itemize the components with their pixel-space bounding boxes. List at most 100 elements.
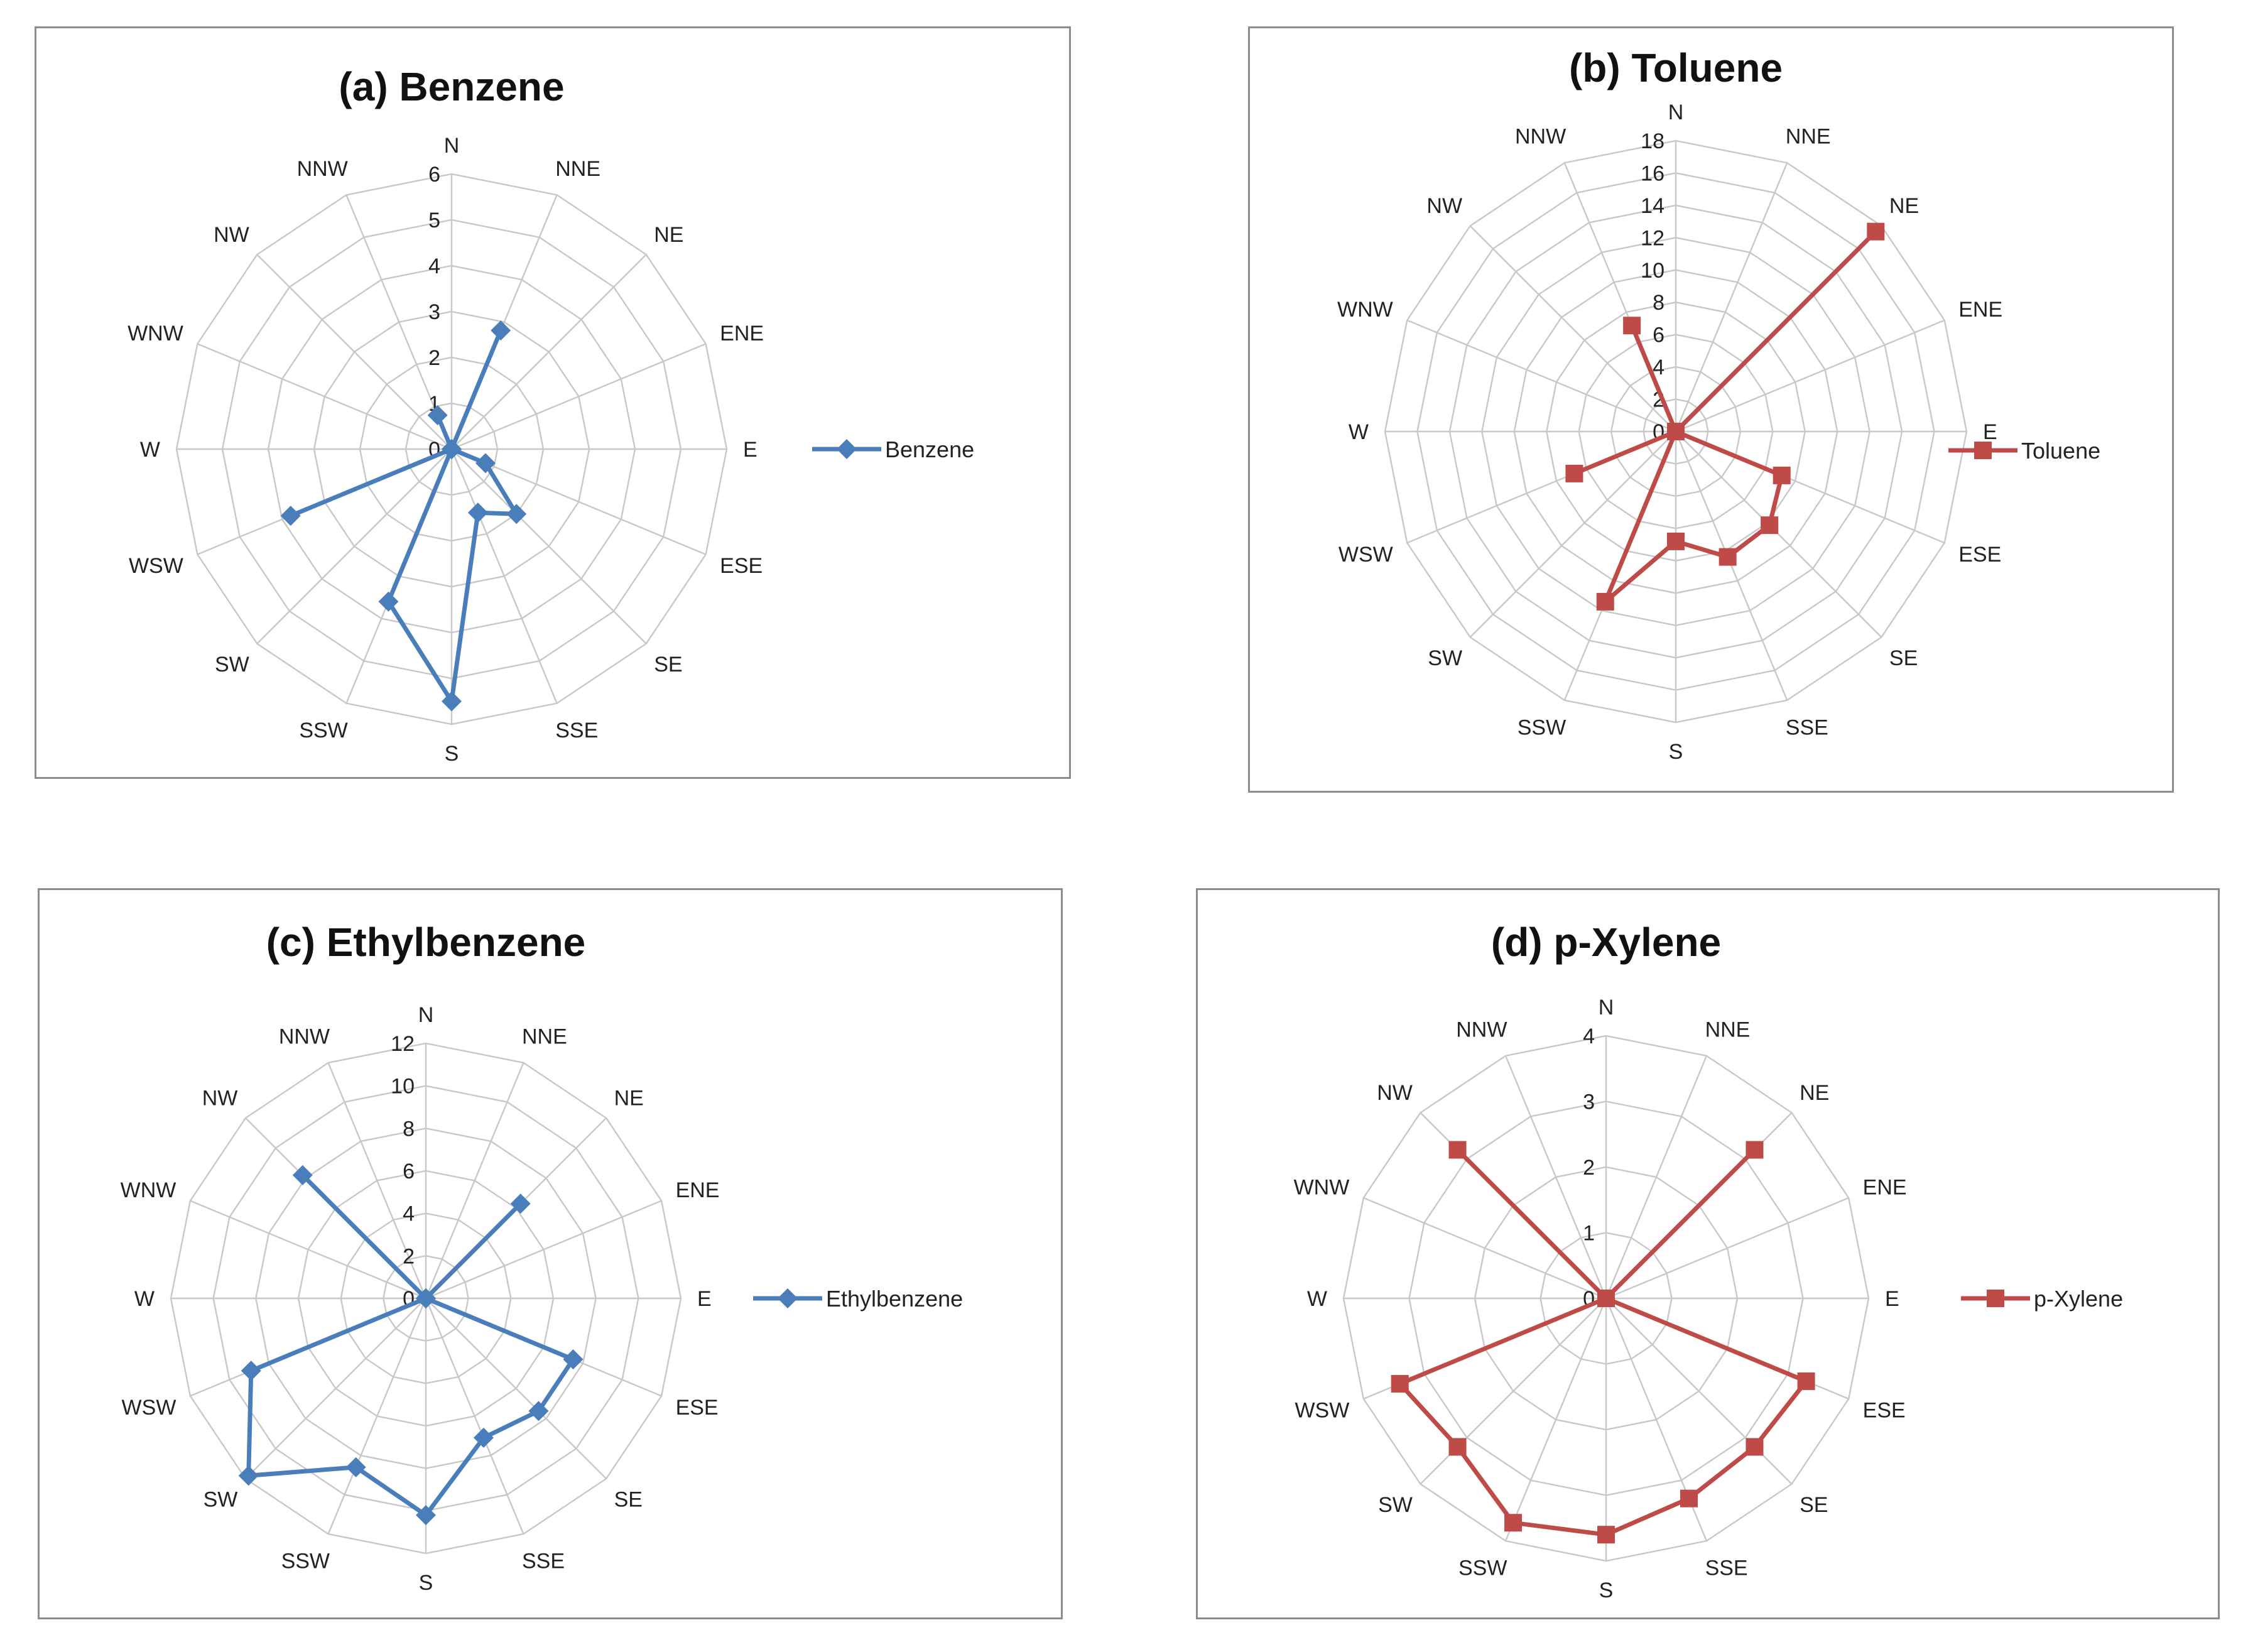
tick-label: 4 [403,1202,415,1226]
data-point-nnw [427,405,448,426]
tick-label: 8 [403,1117,415,1141]
tick-label: 1 [1583,1222,1595,1246]
legend: p-Xylene [1961,1286,2123,1312]
direction-label-e: E [1983,420,1997,444]
legend-label: Benzene [885,437,974,462]
chart-panel-p-xylene: (d) p-Xylene 0 1 2 3 4 N NNE NE ENE E ESE SE SSE S SSW S… [1196,888,2220,1619]
tick-label: 2 [1583,1156,1595,1180]
tick-label: 4 [1583,1024,1595,1048]
data-point-ese [563,1349,584,1370]
direction-label-ene: ENE [720,322,764,345]
direction-label-ese: ESE [720,554,763,578]
series-line-ethylbenzene [246,1173,577,1518]
data-point-s [1667,532,1685,550]
grid-spoke [1675,319,1945,433]
direction-label-sw: SW [1428,646,1462,670]
data-point-nne [491,320,511,341]
series-markers [238,1165,584,1526]
direction-label-ene: ENE [676,1178,720,1202]
grid-spoke [1675,431,1882,638]
direction-label-nw: NW [214,223,249,247]
direction-label-s: S [419,1571,433,1595]
legend-label: p-Xylene [2034,1286,2123,1312]
chart-title: (a) Benzene [339,64,564,109]
direction-label-ene: ENE [1958,298,2002,322]
legend-marker [1987,1290,2004,1307]
grid-spoke [1363,1197,1607,1300]
direction-label-e: E [1885,1287,1899,1311]
legend: Benzene [812,437,974,462]
legend-label: Toluene [2021,438,2100,464]
data-point-wsw [241,1361,261,1381]
data-point-ne [1746,1141,1764,1159]
direction-label-sse: SSE [522,1550,565,1573]
data-point-sse [1680,1489,1698,1508]
grid-spoke [1406,319,1676,433]
direction-label-ne: NE [1800,1081,1829,1105]
legend: Toluene [1948,438,2100,464]
tick-label: 2 [428,346,440,370]
data-point-ssw [1504,1514,1523,1532]
grid-spoke [1504,1298,1607,1541]
data-point-sse [473,1427,494,1448]
direction-label-wnw: WNW [1294,1175,1350,1199]
data-point-nw [1667,423,1685,440]
data-point-nnw [1597,1290,1615,1307]
tick-label: 12 [391,1032,415,1056]
grid-spoke [1675,431,1788,701]
grid-spoke [451,448,707,555]
tick-label: 10 [391,1075,415,1099]
grid-spoke [256,254,452,450]
data-point-nnw [1623,317,1641,335]
grid-spoke [425,1200,662,1300]
grid-spoke [1420,1298,1607,1485]
grid-spoke [425,1062,524,1299]
direction-label-nne: NNE [1705,1018,1751,1041]
direction-label-ne: NE [1889,194,1919,218]
direction-label-w: W [1349,420,1369,444]
chart-panel-ethylbenzene: (c) Ethylbenzene 0 2 4 6 8 10 12 N NNE NE ENE E ESE SE… [38,888,1063,1619]
data-point-se [506,504,527,524]
tick-label: 8 [1653,291,1664,315]
legend-marker [778,1288,798,1308]
legend-marker [837,439,857,459]
grid-spoke [1469,225,1676,432]
grid-spoke [197,343,452,450]
chart-panel-benzene: (a) Benzene 0 1 2 3 4 5 6 N NNE NE ENE E ESE SE SSE S SSW… [35,26,1071,779]
grid-spoke [1504,1055,1607,1299]
direction-label-w: W [134,1287,155,1311]
direction-label-n: N [1668,101,1684,124]
direction-label-nw: NW [1426,194,1462,218]
grid-spoke [1605,1298,1793,1485]
direction-label-wsw: WSW [1338,543,1393,567]
chart-title: (d) p-Xylene [1491,920,1721,965]
data-point-wsw [1565,464,1583,482]
direction-label-ne: NE [614,1086,644,1110]
tick-label: 6 [403,1160,415,1183]
direction-label-wnw: WNW [1337,298,1393,322]
direction-label-wsw: WSW [122,1396,176,1420]
tick-label: 2 [403,1244,415,1268]
grid-spoke [245,1298,426,1479]
data-point-wsw [280,506,301,526]
tick-label: 4 [428,254,440,278]
tick-label: 10 [1641,259,1664,283]
data-point-ese [475,453,496,474]
data-point-ne [1867,222,1885,241]
direction-label-sse: SSE [555,719,598,742]
direction-label-ssw: SSW [1458,1557,1507,1580]
tick-label: 18 [1641,129,1664,153]
data-point-sse [467,503,488,523]
direction-label-nne: NNE [555,157,600,181]
series-markers [1391,1141,1815,1544]
grid-spoke [425,1298,524,1535]
direction-label-nnw: NNW [297,157,348,181]
tick-label: 12 [1641,226,1664,250]
direction-label-nnw: NNW [1456,1018,1507,1041]
series-line-p-xylene [1396,1148,1810,1537]
grid-spoke [425,1298,607,1479]
data-point-nnw [416,1288,436,1308]
direction-label-e: E [743,438,757,462]
tick-label: 5 [428,209,440,232]
data-point-se [528,1401,549,1421]
